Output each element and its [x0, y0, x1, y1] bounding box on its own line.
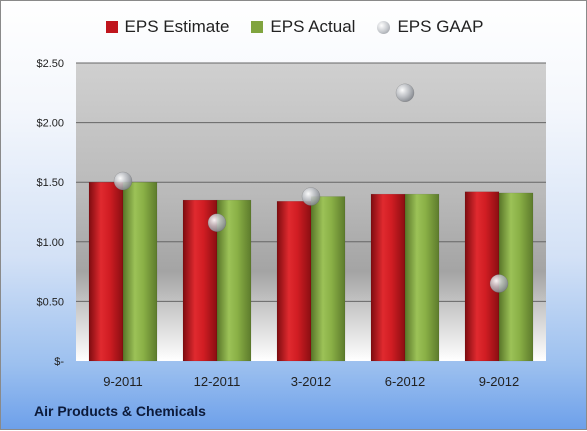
y-tick-label: $2.00: [36, 118, 64, 130]
legend-label-actual: EPS Actual: [270, 17, 356, 36]
legend-item-eps-gaap: EPS GAAP: [377, 17, 483, 37]
y-tick-label: $1.00: [36, 237, 64, 249]
point-eps-gaap: [395, 83, 415, 103]
legend-swatch-gaap: [377, 20, 391, 34]
bar-eps-actual: [216, 199, 252, 362]
bar-eps-actual: [122, 181, 158, 362]
x-axis-categories: 9-2011 12-2011 3-2012 6-2012 9-2012: [103, 374, 519, 389]
company-name: Air Products & Chemicals: [34, 403, 206, 419]
legend-label-gaap: EPS GAAP: [397, 17, 484, 36]
x-category-label: 9-2012: [479, 374, 519, 389]
point-eps-gaap: [207, 213, 227, 232]
x-category-label: 3-2012: [291, 374, 331, 389]
point-eps-gaap: [301, 187, 321, 206]
bar-eps-estimate: [464, 191, 500, 362]
legend-label-estimate: EPS Estimate: [124, 17, 230, 36]
point-eps-gaap: [489, 274, 509, 293]
point-eps-gaap: [113, 171, 133, 191]
legend-item-eps-estimate: EPS Estimate: [105, 17, 230, 37]
bar-eps-estimate: [370, 193, 406, 362]
y-tick-label: $1.50: [36, 177, 64, 189]
y-tick-label: $-: [54, 356, 64, 368]
x-category-label: 9-2011: [103, 374, 143, 389]
y-axis-ticks: $- $0.50 $1.00 $1.50 $2.00 $2.50: [36, 58, 64, 368]
legend-swatch-actual: [251, 21, 264, 33]
bar-eps-estimate: [88, 181, 124, 362]
x-category-label: 6-2012: [385, 374, 425, 389]
x-category-label: 12-2011: [194, 374, 241, 389]
bar-eps-actual: [404, 193, 440, 362]
y-tick-label: $2.50: [36, 58, 64, 70]
legend: EPS Estimate EPS Actual EPS GAAP: [1, 17, 587, 37]
legend-swatch-estimate: [105, 21, 118, 33]
bar-eps-estimate: [276, 201, 312, 362]
bar-eps-actual: [310, 196, 346, 362]
point-layer: [113, 83, 509, 293]
bar-layer: [88, 181, 534, 362]
y-tick-label: $0.50: [36, 296, 64, 308]
legend-item-eps-actual: EPS Actual: [251, 17, 355, 37]
